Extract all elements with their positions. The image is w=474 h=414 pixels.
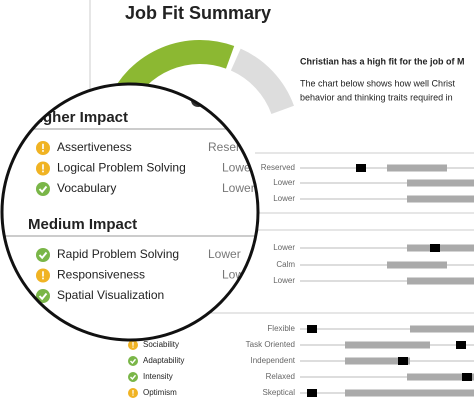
score-marker [456,341,466,349]
scale-label: Lower [222,161,255,175]
range-bar [410,325,474,333]
scale-label: Independent [251,356,296,365]
scale-label: Reserved [261,163,295,172]
trait-name: Optimism [143,388,177,397]
scale-label: Lower [273,276,295,285]
range-bar [345,357,410,365]
background-rows: ReservedLowerLowerLowerCalmLowerStructur… [120,152,474,398]
title: Job Fit Summary [125,3,271,23]
scale-label: Lower [273,243,295,252]
status-icon [127,371,139,383]
trait-name: Adaptability [143,356,184,365]
range-bar [407,179,474,187]
status-icon [35,181,51,197]
trait-name: Rapid Problem Solving [57,247,179,261]
status-icon [36,161,50,176]
status-icon [35,247,51,263]
scale-label: Lower [222,181,255,195]
scale-label: Skeptical [263,388,296,397]
scale-label: Relaxed [266,372,295,381]
desc-text: behavior and thinking traits required in [300,92,453,102]
scale-label: Lower [273,178,295,187]
scale-label: Flexible [267,324,295,333]
status-icon [36,268,50,283]
trait-name: Responsiveness [57,268,145,282]
trait-name: Sociability [143,340,179,349]
scale-label: Calm [276,260,295,269]
scale-label: Reserve [208,140,253,154]
fit-text: Christian has a high fit for the job of … [300,56,465,66]
trait-name: Spatial Visualization [57,288,164,302]
range-bar [387,164,447,172]
section-title: Medium Impact [28,216,137,233]
range-bar [407,373,474,381]
magnifier [2,84,258,340]
range-bar [345,341,430,349]
range-bar [407,195,474,203]
trait-name: Vocabulary [57,181,116,195]
range-bar [387,261,447,269]
score-marker [430,244,440,252]
status-icon [127,355,139,367]
desc-text: The chart below shows how well Christ [300,78,456,88]
magnifier-rim [0,82,260,342]
trait-name: Intensity [143,372,173,381]
score-marker [462,373,472,381]
status-icon [128,388,138,398]
section-title: Higher Impact [28,109,128,126]
score-marker [398,357,408,365]
range-bar [407,244,474,252]
gauge-track [230,48,294,115]
score-marker [356,164,366,172]
scale-label: Lower [273,194,295,203]
scale-label: Lower [208,247,241,261]
score-marker [307,389,317,397]
range-bar [407,277,474,285]
status-icon [128,340,138,350]
trait-name: Logical Problem Solving [57,161,186,175]
status-icon [36,141,50,155]
scale-label: Task Oriented [246,340,295,349]
trait-name: Assertiveness [57,140,132,154]
score-marker [307,325,317,333]
range-bar [345,389,474,397]
